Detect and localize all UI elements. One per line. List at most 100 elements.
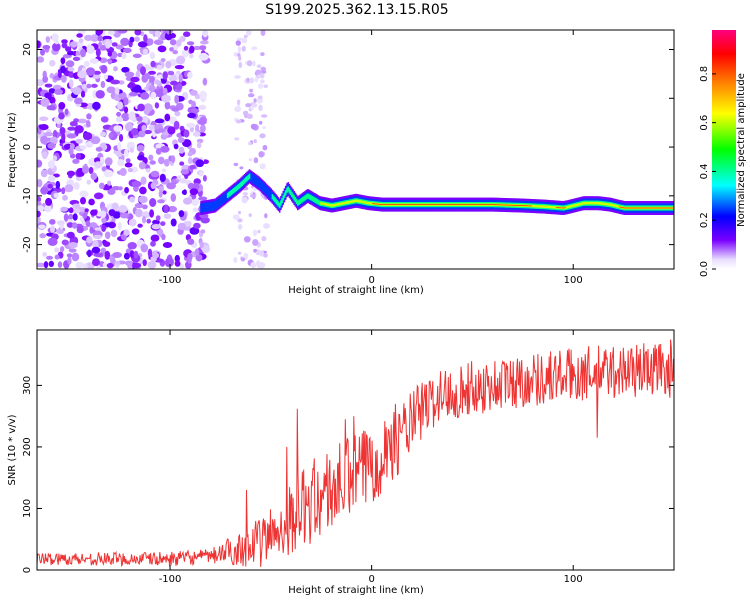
noise-blob [159,173,166,183]
noise-blob [252,229,258,237]
ridge-cell [599,202,601,205]
noise-blob [161,94,171,103]
ridge-cell [535,204,537,208]
ridge-cell [657,207,660,209]
colorbar-tick-label: 0.6 [699,115,710,131]
noise-blob [174,254,180,263]
ridge-cell [340,202,343,205]
noise-blob [90,172,98,180]
noise-blob [178,73,183,83]
noise-blob [123,106,129,114]
ridge-cell [310,195,312,201]
ridge-cell [330,204,333,207]
ridge-cell [652,207,655,209]
noise-blob [91,83,98,88]
noise-blob [172,50,178,55]
noise-blob [261,236,267,242]
ridge-cell [229,191,231,197]
noise-blob [128,218,137,227]
ridge-cell [320,202,322,205]
ridge-cell [247,174,250,181]
noise-blob [233,52,238,57]
ridge-cell [480,204,483,205]
ridge-cell [513,204,516,206]
ridge-cell [553,206,556,209]
ridge-cell [627,207,629,209]
noise-blob [199,241,204,249]
ridge-cell [262,182,264,192]
noise-blob [124,71,135,78]
noise-blob [150,91,157,100]
ridge-cell [611,203,614,207]
ridge-cell [548,205,551,209]
noise-blob [64,108,69,116]
noise-blob [55,180,61,190]
colorbar-tick-label: 0.0 [699,261,710,277]
noise-blob [53,192,59,198]
ridge-cell [219,196,222,206]
noise-blob [234,75,241,79]
ridge-cell [324,203,327,206]
ridge-cell [350,200,352,203]
spectrogram-y-axis-label: Frequency (Hz) [7,112,18,188]
noise-blob [259,72,265,79]
noise-blob [104,250,111,260]
ridge-cell [243,178,246,184]
ridge-cell [536,205,539,208]
ridge-cell [530,205,533,207]
noise-blob [137,223,143,228]
noise-blob [107,51,113,57]
ridge-cell [610,203,612,207]
noise-blob [139,186,147,195]
ridge-cell [524,205,526,207]
ridge-cell [240,181,242,188]
ridge-cell [495,204,497,206]
ridge-cell [430,204,432,205]
noise-blob [161,168,167,173]
ridge-cell [251,173,253,183]
ridge-cell [501,204,503,206]
ridge-cell [665,207,668,209]
colorbar-ticks: 0.0 0.2 0.4 0.6 0.8 [699,66,716,277]
noise-blob [238,210,241,215]
x-tick-label: -100 [159,275,182,286]
noise-blob [191,197,200,207]
spectrogram-noise-field [37,30,270,269]
ridge-cell [557,207,559,208]
ridge-cell [529,205,531,207]
noise-blob [80,90,86,98]
noise-blob [160,221,166,227]
noise-blob [98,41,103,47]
noise-blob [149,160,156,165]
ridge-cell [395,204,397,205]
ridge-cell [552,206,554,209]
noise-blob [85,120,91,128]
noise-blob [165,60,172,69]
ridge-cell [270,190,272,201]
ridge-cell [370,202,373,205]
noise-blob [83,263,88,269]
noise-blob [189,45,195,54]
noise-blob [82,212,88,219]
ridge-cell [300,197,303,204]
noise-blob [199,45,207,51]
noise-blob [163,204,169,213]
ridge-cell [304,195,306,201]
noise-blob [174,65,185,70]
ridge-cell [281,197,283,204]
spectrogram-frame [36,29,675,270]
ridge-cell [542,205,545,208]
ridge-cell [305,194,308,200]
ridge-cell [316,198,318,204]
ridge-cell [474,204,477,205]
ridge-cell [636,207,639,209]
ridge-cell [511,204,513,206]
ridge-cell [613,204,616,207]
chart-title: S199.2025.362.13.15.R05 [265,2,448,18]
noise-blob [86,45,95,54]
noise-blob [232,214,240,220]
ridge-cell [349,200,351,204]
noise-blob [68,242,78,249]
noise-blob [148,70,156,75]
noise-blob [48,88,56,94]
